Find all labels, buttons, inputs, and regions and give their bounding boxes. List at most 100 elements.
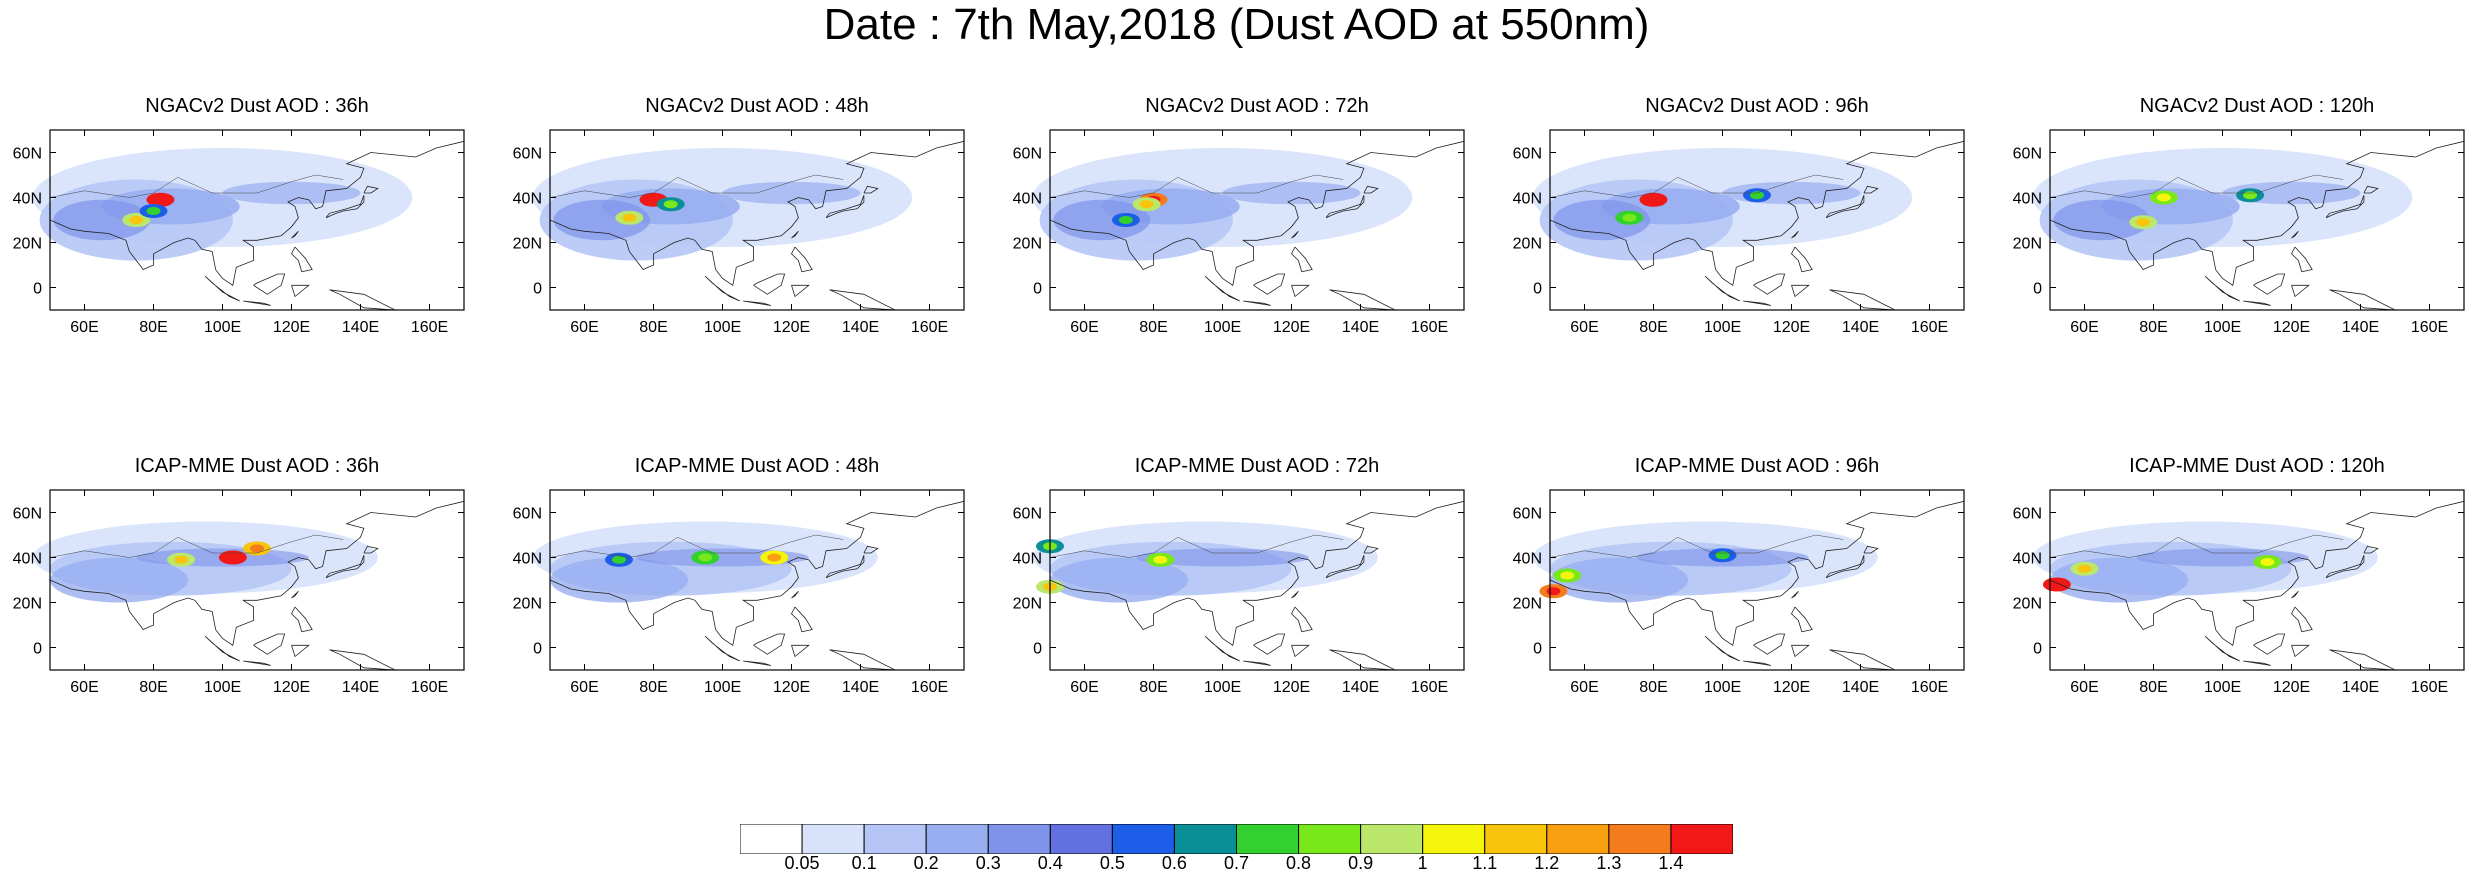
dust-hotspot-core [1560,571,1575,580]
coastline [863,545,879,554]
y-tick-label: 60N [1513,146,1542,163]
y-tick-label: 40N [2013,191,2042,208]
dust-hotspot-core [698,553,713,562]
y-tick-label: 40N [1513,191,1542,208]
dust-hotspot-core [1139,200,1154,209]
x-tick-label: 60E [2070,679,2098,696]
y-tick-label: 0 [533,281,542,298]
border-line [1049,534,1344,558]
border-line [1049,174,1344,198]
y-tick-label: 40N [1013,191,1042,208]
y-tick-label: 60N [513,506,542,523]
coastline [291,284,310,298]
panel-title: NGACv2 Dust AOD : 96h [1645,95,1869,117]
coastline [1743,660,1771,666]
coastline [549,500,965,646]
dust-hotspot-core [2136,218,2151,227]
dust-hotspot-core [129,216,144,224]
coastline [2363,185,2379,194]
map-panel: NGACv2 Dust AOD : 48h 60E 80E 100E 120E 140E 1… [513,95,965,336]
x-tick-label: 160E [411,319,448,336]
y-tick-label: 0 [1533,281,1542,298]
y-tick-label: 40N [13,551,42,568]
coastline [2363,545,2379,554]
border-line [1549,174,1844,198]
x-tick-label: 140E [342,679,379,696]
coastline [205,636,240,662]
colorbar-box [1546,824,1610,854]
map-panel: NGACv2 Dust AOD : 72h 60E 80E 100E 120E 140E 1… [1013,95,1465,336]
coastline [1291,606,1313,633]
colorbar-label: 1.2 [1534,853,1560,873]
x-tick-label: 120E [1273,319,1310,336]
x-tick-label: 140E [2342,679,2379,696]
map-panel: ICAP-MME Dust AOD : 36h 60E 80E 100E 120E 140… [13,455,465,696]
dust-hotspot-core [1622,213,1637,222]
x-tick-label: 160E [1411,679,1448,696]
panel-title: ICAP-MME Dust AOD : 72h [1134,455,1380,477]
map-panel: ICAP-MME Dust AOD : 48h 60E 80E 100E 120E 140… [513,455,965,696]
coastline [291,246,313,273]
colorbar-label: 0.5 [1099,853,1125,873]
y-tick-label: 40N [2013,551,2042,568]
dust-hotspot-core [612,555,626,564]
x-tick-label: 80E [1139,679,1167,696]
coastline [791,246,813,273]
x-tick-label: 60E [1570,319,1598,336]
coastline [1291,591,1299,599]
colorbar-box [987,824,1051,854]
x-tick-label: 100E [1704,319,1741,336]
y-tick-label: 0 [1033,641,1042,658]
x-tick-label: 120E [773,679,810,696]
x-tick-label: 160E [911,679,948,696]
map-plot: 60E 80E 100E 120E 140E 160E 60N 40N 20N 0 [1513,489,1965,696]
x-tick-label: 80E [2139,679,2167,696]
coastline [829,649,896,671]
dust-hotspot-core [2260,558,2275,566]
dust-hotspot-core [1153,555,1168,564]
border-line [2049,174,2344,198]
y-tick-label: 60N [13,506,42,523]
dust-hotspot-core [153,195,168,204]
x-tick-label: 120E [273,319,310,336]
border-line [1549,534,1844,558]
x-tick-label: 80E [2139,319,2167,336]
dust-hotspot-core [1715,551,1730,560]
coastline [1049,140,1465,286]
coastline [1363,185,1379,194]
colorbar-label: 0.6 [1161,853,1187,873]
dust-hotspot-core [2077,564,2092,573]
coastline [705,276,740,302]
colorbar-label: 0.05 [784,853,820,873]
coastline [1205,276,1240,302]
x-tick-label: 120E [2273,319,2310,336]
coastline [1549,500,1965,646]
x-tick-label: 60E [70,319,98,336]
map-plot: 60E 80E 100E 120E 140E 160E 60N 40N 20N 0 [1013,489,1465,696]
coastline [253,633,286,655]
coastline [1549,140,1965,286]
y-tick-label: 40N [1513,551,1542,568]
y-tick-label: 40N [13,191,42,208]
panel-title: NGACv2 Dust AOD : 48h [645,95,869,117]
coastline [2291,284,2310,298]
coastline [2291,591,2299,599]
coastline [863,185,879,194]
colorbar-label: 0.7 [1223,853,1250,873]
dust-hotspot-core [2049,580,2064,589]
colorbar-box [1173,824,1237,854]
coastline [1753,633,1786,655]
coastline [1205,636,1240,662]
coastline [1791,246,1813,273]
x-tick-label: 100E [1204,679,1241,696]
coastline [2291,246,2313,273]
y-tick-label: 20N [513,236,542,253]
map-plot: 60E 80E 100E 120E 140E 160E 60N 40N 20N 0 [2013,489,2465,696]
panel-title: ICAP-MME Dust AOD : 96h [1634,455,1880,477]
x-tick-label: 100E [2204,319,2241,336]
colorbar-box [925,824,989,854]
colorbar-label: 0.8 [1286,853,1312,873]
y-tick-label: 0 [2033,281,2042,298]
map-plot: 60E 80E 100E 120E 140E 160E 60N 40N 20N 0 [1013,129,1465,336]
x-tick-label: 120E [1773,319,1810,336]
